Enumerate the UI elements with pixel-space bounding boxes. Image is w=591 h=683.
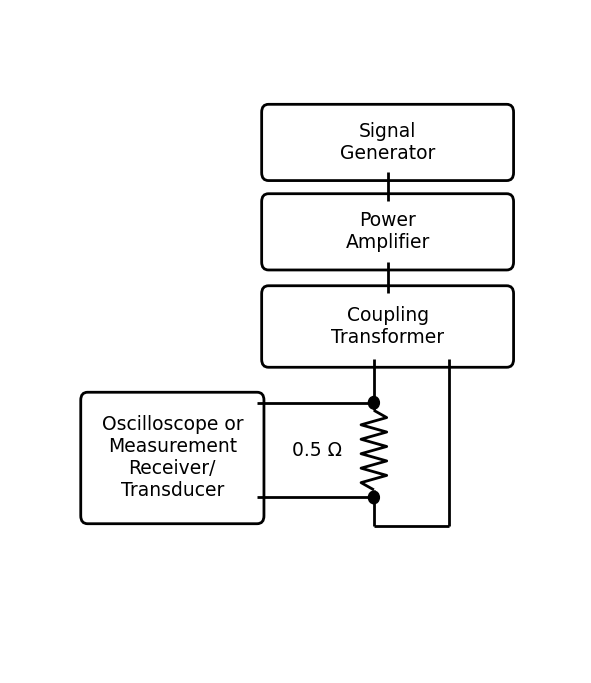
FancyBboxPatch shape bbox=[262, 285, 514, 367]
Text: Power
Amplifier: Power Amplifier bbox=[345, 211, 430, 252]
Circle shape bbox=[368, 396, 379, 409]
FancyBboxPatch shape bbox=[262, 194, 514, 270]
Text: Signal
Generator: Signal Generator bbox=[340, 122, 436, 163]
FancyBboxPatch shape bbox=[81, 392, 264, 524]
Text: 0.5 Ω: 0.5 Ω bbox=[291, 441, 342, 460]
Text: Oscilloscope or
Measurement
Receiver/
Transducer: Oscilloscope or Measurement Receiver/ Tr… bbox=[102, 415, 243, 501]
Circle shape bbox=[368, 491, 379, 504]
FancyBboxPatch shape bbox=[262, 104, 514, 180]
Text: Coupling
Transformer: Coupling Transformer bbox=[331, 306, 444, 347]
